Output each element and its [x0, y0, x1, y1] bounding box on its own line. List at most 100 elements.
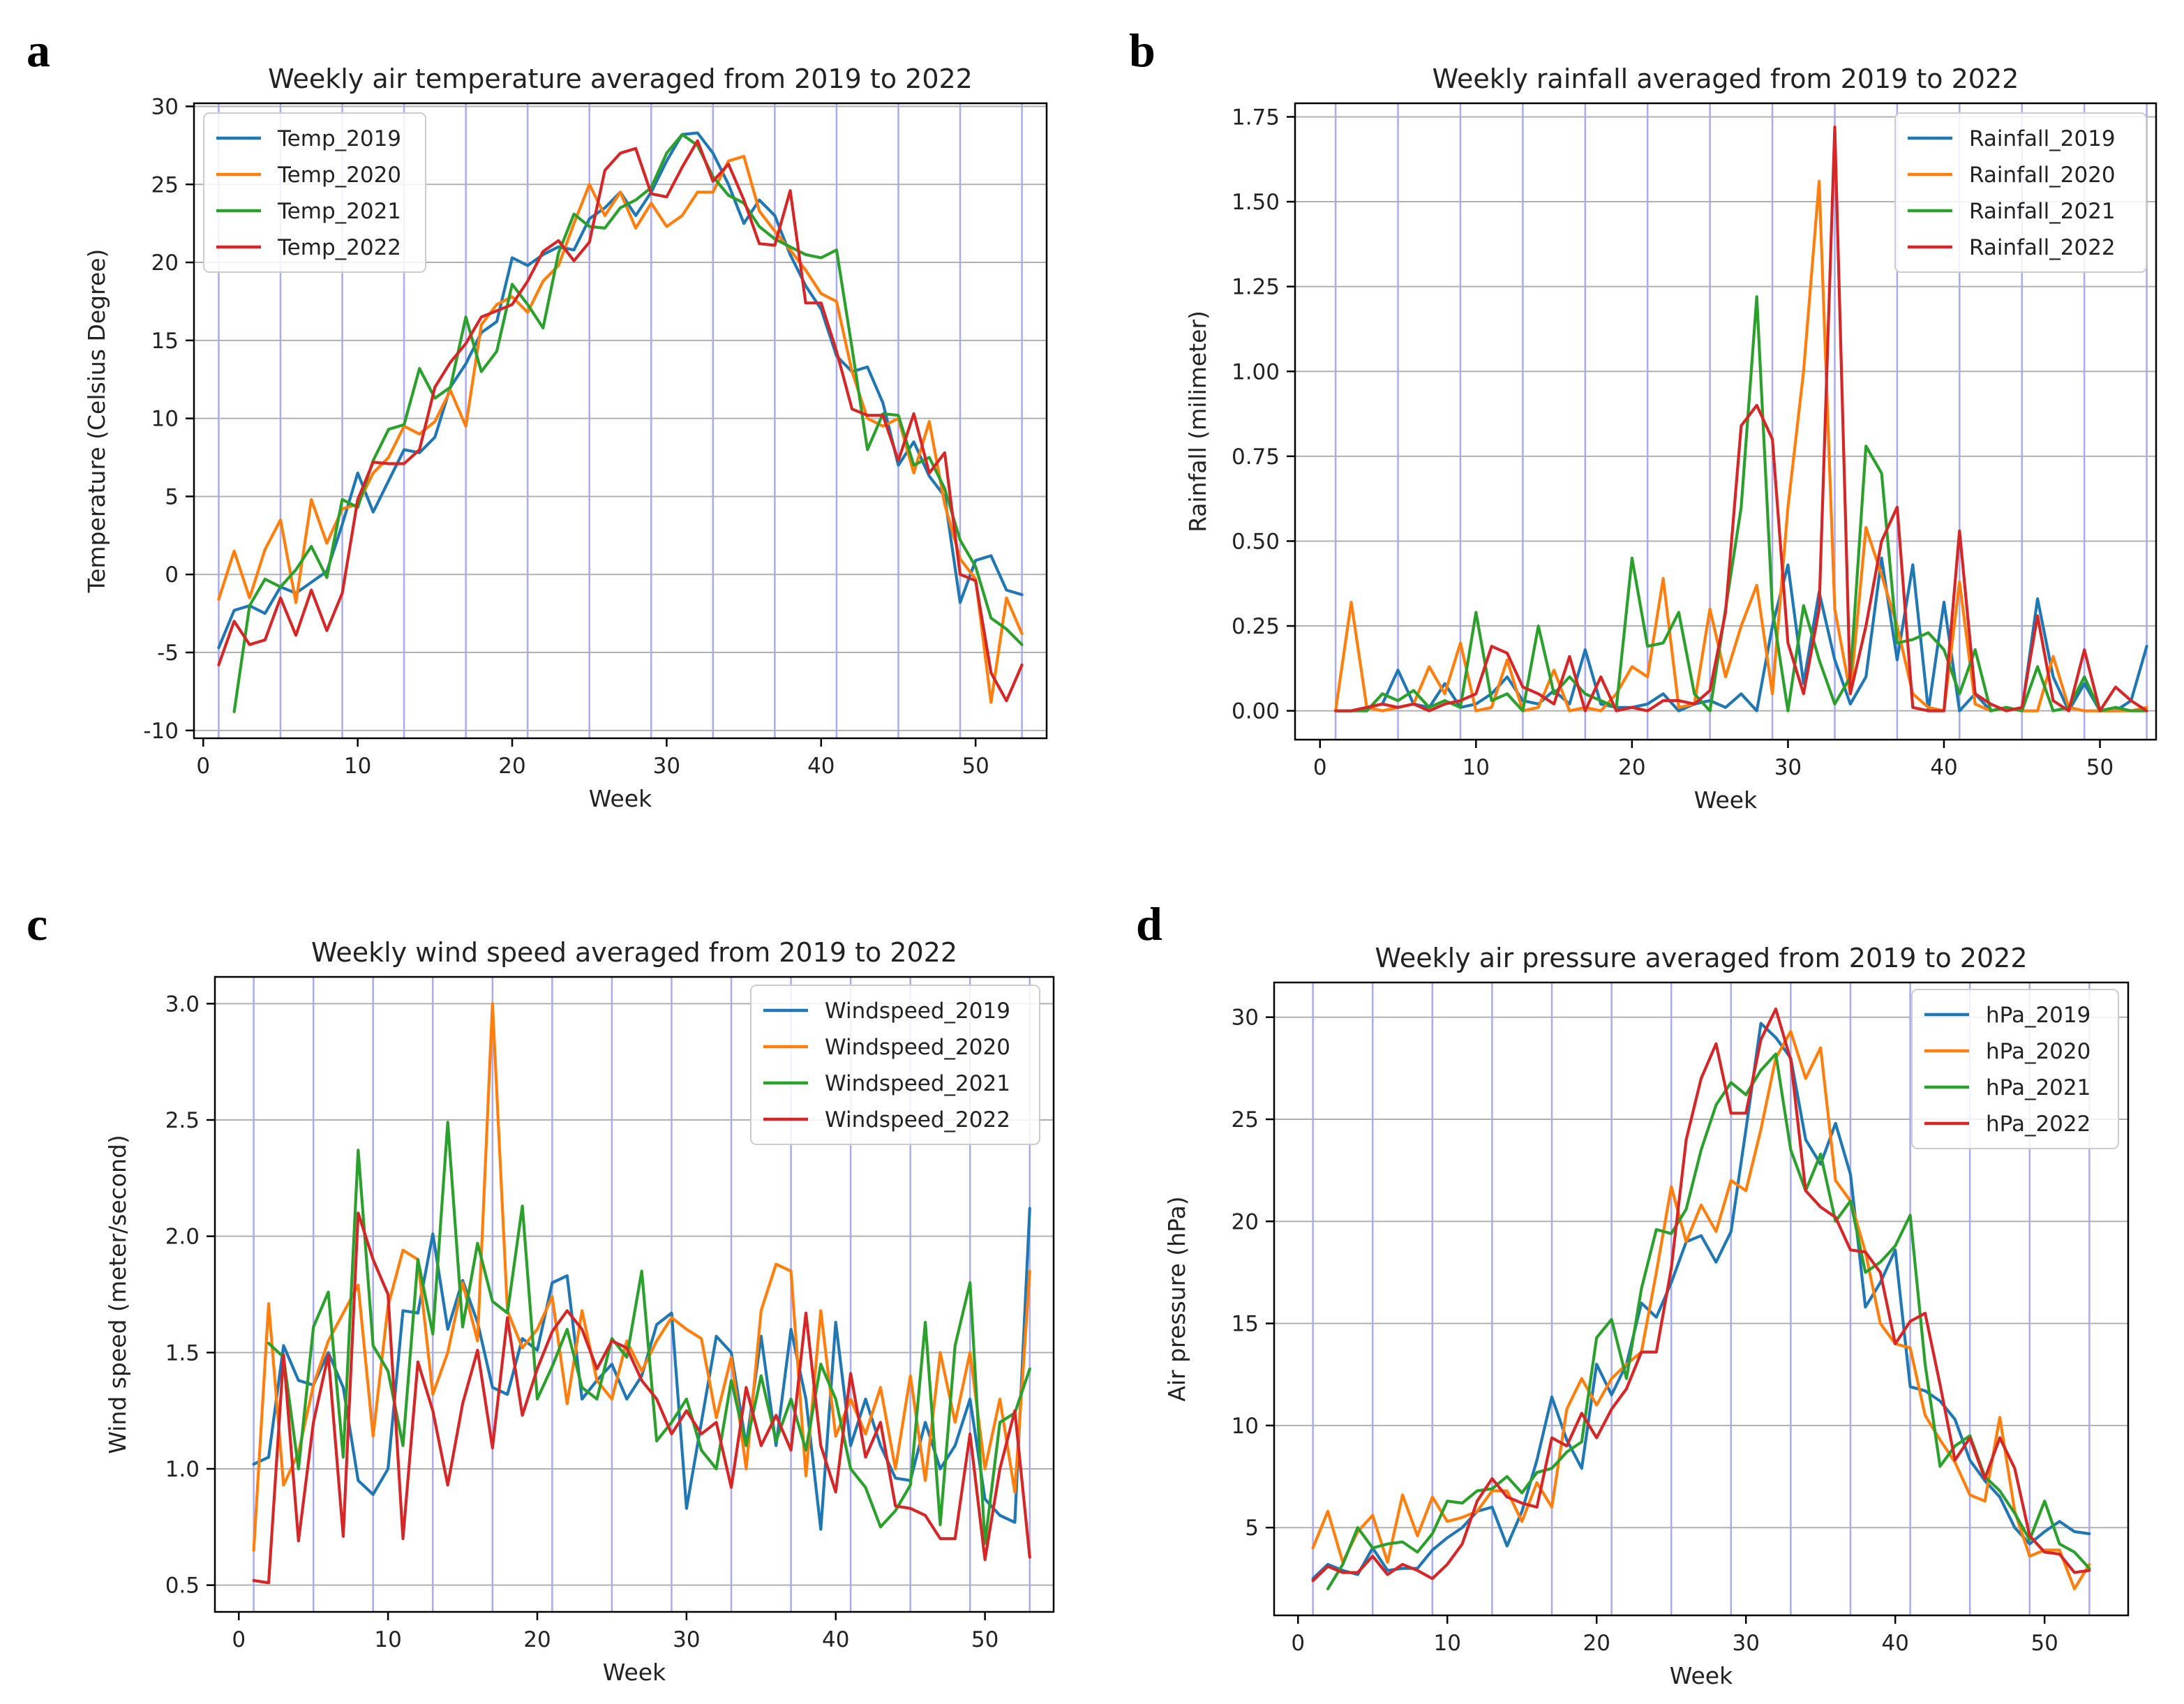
y-tick-label: 2.0 [165, 1225, 200, 1250]
x-tick-label: 40 [1930, 755, 1957, 780]
y-tick-label: 20 [151, 251, 179, 276]
chart-c: 0.5 1.0 1.5 2.0 2.5 3.0 0 10 20 30 40 50 Weekly wind… [104, 937, 1055, 1686]
x-tick-label: 10 [344, 754, 371, 779]
panel-letter-a: a [27, 24, 50, 77]
y-tick-label: 15 [151, 329, 179, 354]
legend-label: Windspeed_2021 [825, 1071, 1010, 1096]
y-tick-label: 1.0 [165, 1457, 200, 1482]
y-tick-label: 0.25 [1232, 614, 1280, 639]
legend-label: Rainfall_2022 [1969, 235, 2116, 260]
x-tick-label: 30 [653, 754, 680, 779]
legend-label: Windspeed_2022 [825, 1107, 1010, 1133]
series-line-hpa-2022 [1311, 1007, 2091, 1583]
legend-label: hPa_2020 [1986, 1039, 2090, 1064]
x-tick-label: 10 [1463, 755, 1490, 780]
y-tick-label: 5 [1245, 1516, 1259, 1541]
legend-label: Temp_2021 [277, 199, 401, 224]
series-line-windspeed-2019 [252, 1206, 1031, 1531]
legend-label: Rainfall_2019 [1969, 126, 2116, 151]
plot-frame [193, 102, 1048, 740]
chart-d: 5 10 15 20 25 30 0 10 20 30 40 50 Weekly air pressur… [1163, 943, 2130, 1689]
y-tick-label: 2.5 [165, 1108, 200, 1133]
legend: hPa_2019 hPa_2020 hPa_2021 hPa_2022 [1911, 989, 2119, 1149]
legend-label: Windspeed_2020 [825, 1035, 1010, 1060]
legend-label: hPa_2019 [1986, 1003, 2090, 1028]
x-tick-label: 0 [1291, 1631, 1305, 1656]
y-tick-label: 20 [1232, 1209, 1259, 1234]
legend-label: Temp_2020 [277, 163, 401, 188]
y-tick-label: 10 [1232, 1414, 1259, 1439]
y-tick-label: 1.00 [1232, 359, 1280, 384]
legend-frame [1894, 112, 2147, 273]
y-tick-label: 1.25 [1232, 275, 1280, 300]
y-axis-label: Temperature (Celsius Degree) [83, 249, 110, 594]
y-tick-label: 1.50 [1232, 190, 1280, 215]
panel-letter-d: d [1136, 897, 1162, 950]
series-line-temp-2022 [217, 139, 1024, 703]
x-tick-label: 50 [962, 754, 989, 779]
x-tick-label: 40 [1881, 1631, 1908, 1656]
y-tick-label: 30 [1232, 1006, 1259, 1031]
legend-label: Temp_2022 [277, 235, 401, 260]
y-tick-label: 0.5 [165, 1574, 200, 1599]
x-axis-label: Week [1694, 786, 1758, 814]
y-tick-label: 1.5 [165, 1340, 200, 1366]
legend-frame [203, 112, 426, 273]
chart-title: Weekly air pressure averaged from 2019 t… [1375, 943, 2028, 973]
x-tick-label: 50 [2030, 1631, 2058, 1656]
legend-label: hPa_2022 [1986, 1112, 2090, 1137]
x-tick-label: 10 [374, 1627, 401, 1652]
y-tick-label: 5 [165, 484, 179, 509]
legend: Rainfall_2019 Rainfall_2020 Rainfall_2021 R… [1894, 112, 2147, 273]
y-axis-label: Wind speed (meter/second) [104, 1135, 131, 1453]
legend-label: Windspeed_2019 [825, 999, 1010, 1024]
x-tick-label: 20 [498, 754, 525, 779]
y-tick-label: 0.75 [1232, 444, 1280, 470]
x-tick-label: 50 [971, 1627, 998, 1652]
legend-frame [750, 985, 1040, 1145]
panel-letter-b: b [1129, 24, 1155, 77]
y-tick-label: 1.75 [1232, 105, 1280, 130]
y-axis-label: Air pressure (hPa) [1163, 1196, 1190, 1401]
x-axis-label: Week [1670, 1662, 1733, 1689]
legend-label: Rainfall_2021 [1969, 199, 2116, 224]
x-axis-label: Week [589, 785, 652, 812]
x-tick-label: 40 [822, 1627, 849, 1652]
x-tick-label: 20 [1583, 1631, 1610, 1656]
legend: Windspeed_2019 Windspeed_2020 Windspeed_20… [750, 985, 1040, 1145]
y-tick-label: 0.00 [1232, 699, 1280, 724]
y-axis-label: Rainfall (milimeter) [1184, 311, 1211, 532]
plot-frame [1294, 102, 2157, 741]
x-axis-label: Week [603, 1659, 666, 1686]
x-tick-label: 0 [232, 1627, 246, 1652]
plot-frame [214, 976, 1055, 1613]
x-tick-label: 50 [2086, 755, 2114, 780]
chart-title: Weekly air temperature averaged from 201… [268, 63, 973, 94]
chart-title: Weekly rainfall averaged from 2019 to 20… [1433, 63, 2019, 94]
y-tick-label: -10 [143, 719, 179, 744]
x-tick-label: 30 [1774, 755, 1802, 780]
y-tick-label: 0 [165, 562, 179, 588]
chart-title: Weekly wind speed averaged from 2019 to … [311, 937, 957, 968]
legend: Temp_2019 Temp_2020 Temp_2021 Temp_2022 [203, 112, 426, 273]
plot-frame [1273, 981, 2130, 1617]
legend-label: Temp_2019 [277, 126, 401, 151]
x-tick-label: 0 [196, 754, 210, 779]
series-line-windspeed-2020 [252, 1002, 1031, 1552]
series-line-hpa-2019 [1311, 1022, 2091, 1580]
y-tick-label: 3.0 [165, 992, 200, 1017]
x-tick-label: 40 [807, 754, 835, 779]
y-tick-label: 30 [151, 94, 179, 119]
x-tick-label: 30 [673, 1627, 700, 1652]
y-tick-label: 0.50 [1232, 529, 1280, 554]
series-line-rainfall-2022 [1334, 125, 2148, 712]
legend-label: Rainfall_2020 [1969, 163, 2116, 188]
x-tick-label: 10 [1433, 1631, 1460, 1656]
y-tick-label: 25 [1232, 1107, 1259, 1133]
panel-letter-c: c [27, 897, 48, 950]
legend-label: hPa_2021 [1986, 1075, 2090, 1100]
series-line-hpa-2021 [1326, 1052, 2091, 1591]
series-line-windspeed-2022 [252, 1211, 1031, 1585]
